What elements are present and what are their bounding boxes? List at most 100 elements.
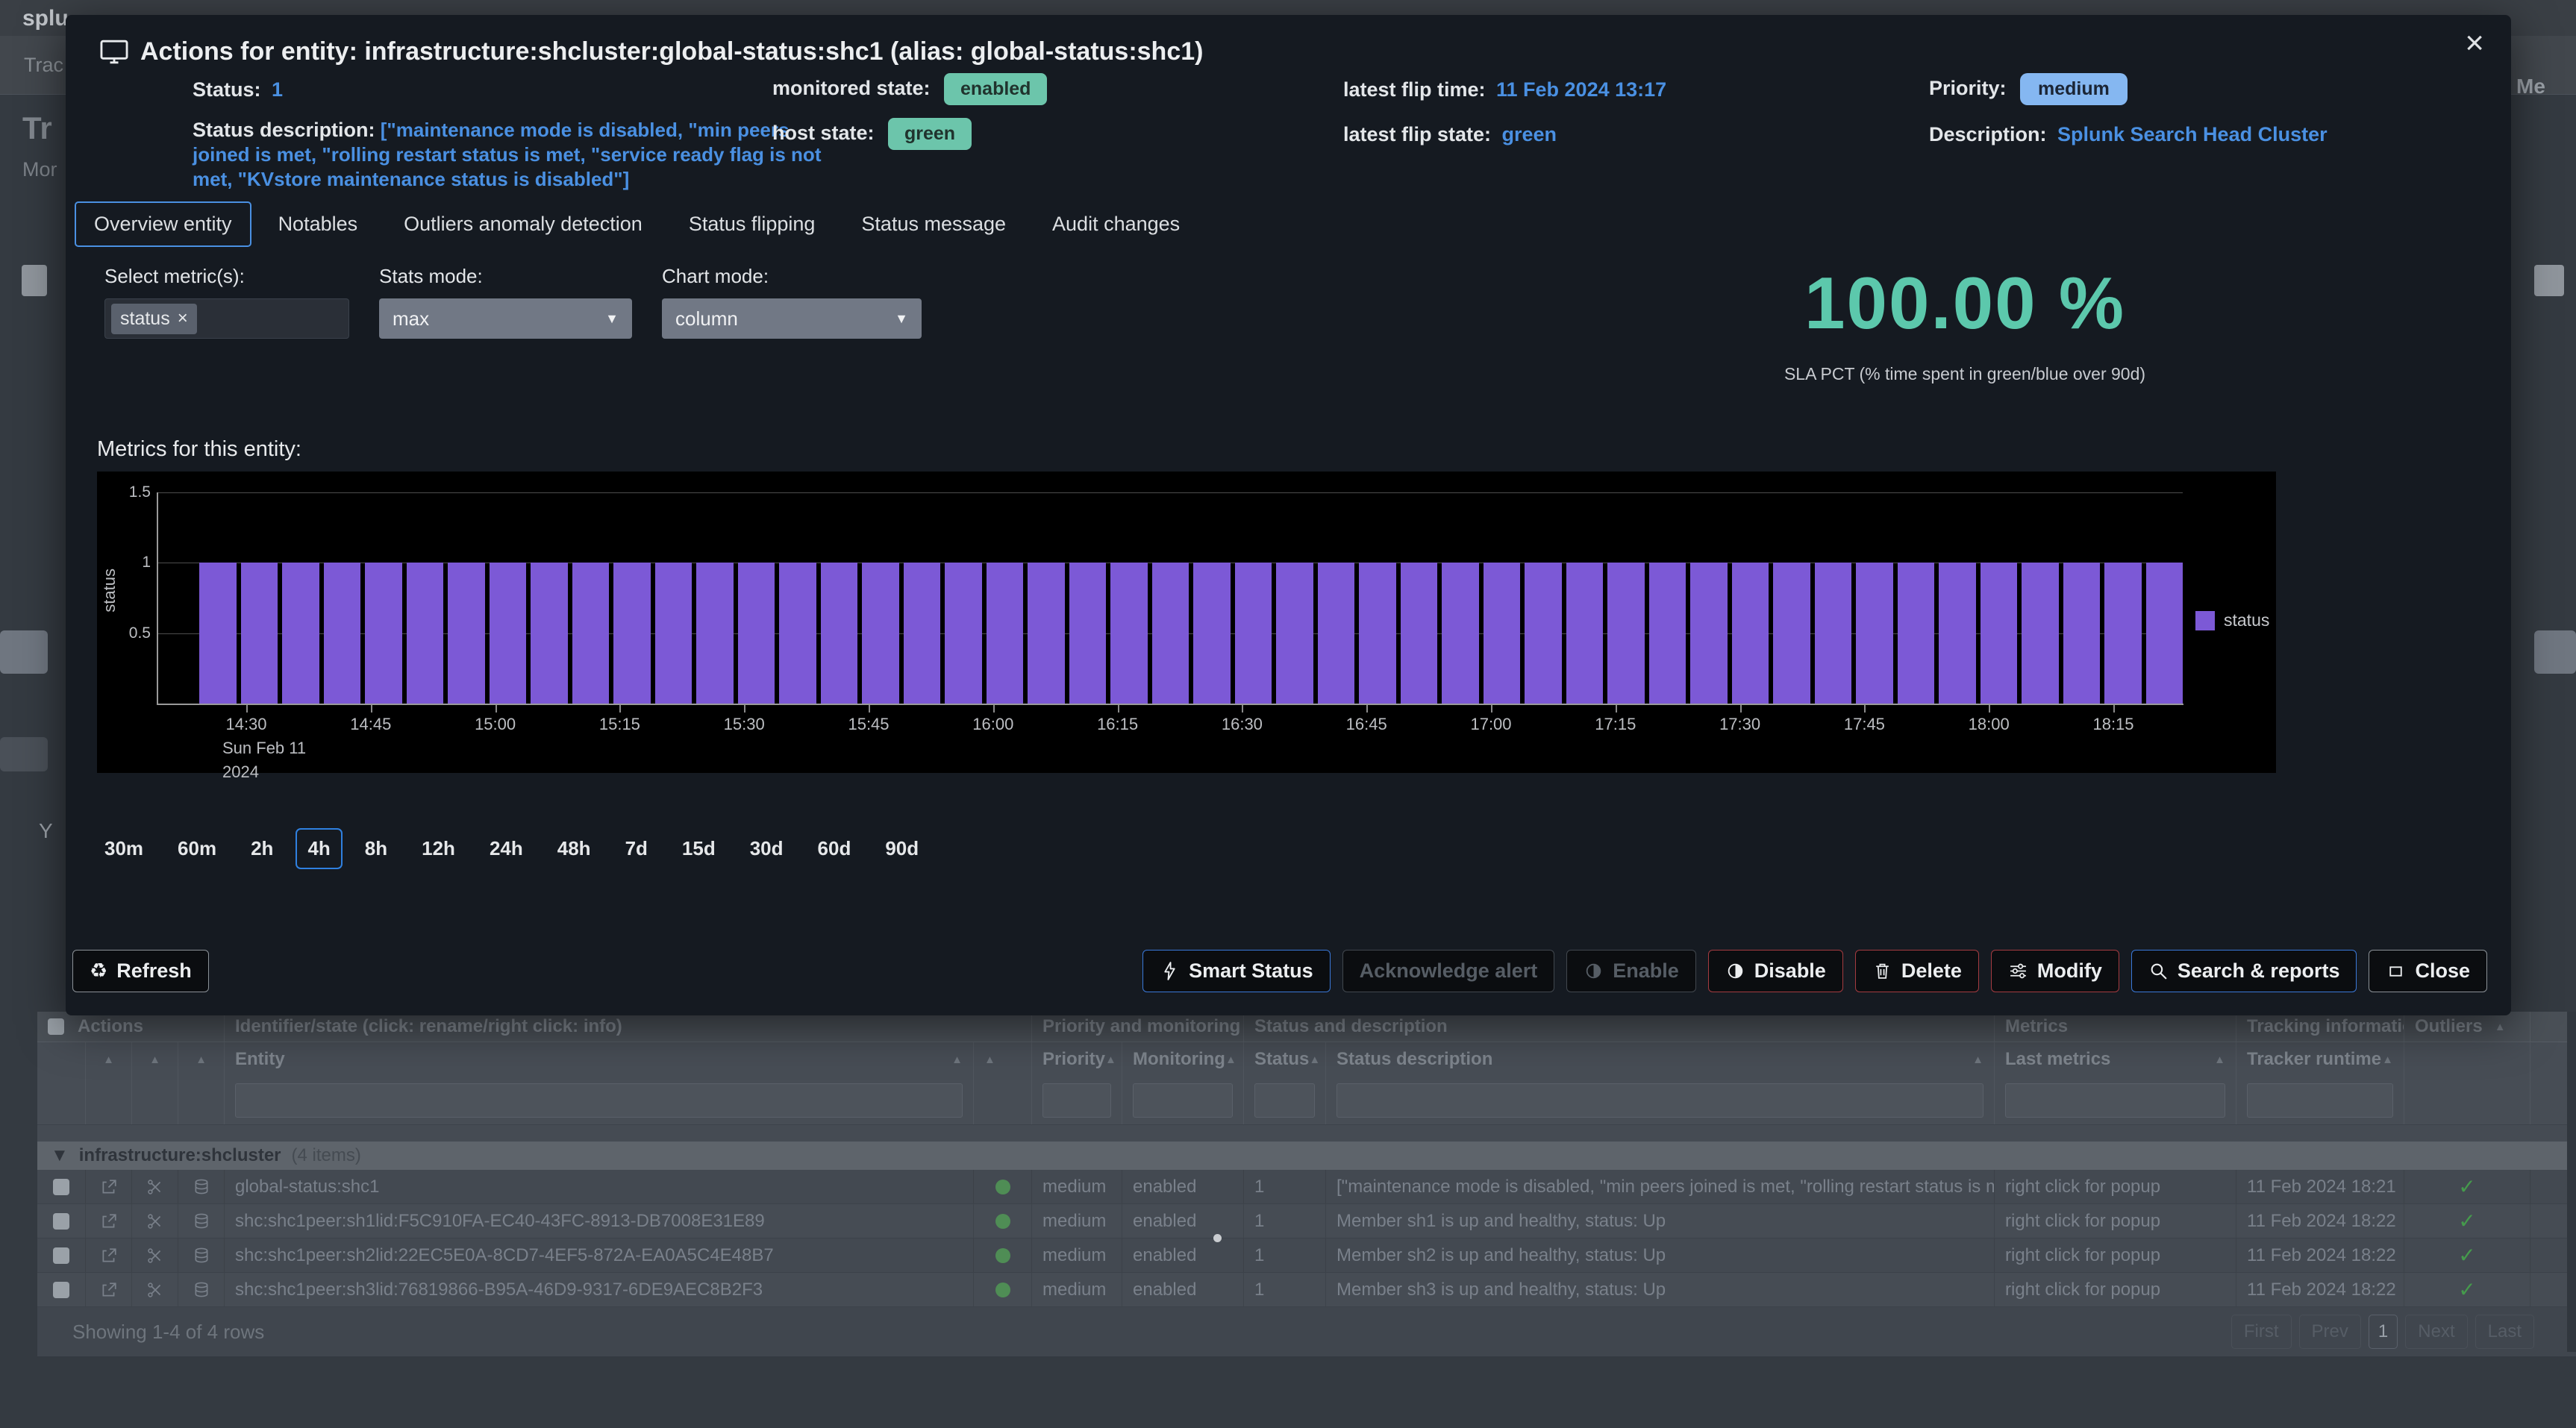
select-all-checkbox[interactable] bbox=[48, 1018, 64, 1035]
bar-35 bbox=[1649, 563, 1686, 704]
table-row[interactable]: shc:shc1peer:sh2lid:22EC5E0A-8CD7-4EF5-8… bbox=[37, 1238, 2576, 1273]
bar-43 bbox=[1981, 563, 2018, 704]
menu-label[interactable]: Me bbox=[2516, 75, 2545, 98]
filter-input-status[interactable] bbox=[1254, 1083, 1315, 1118]
row-entity-cell[interactable]: global-status:shc1 bbox=[225, 1170, 974, 1203]
sort-icon[interactable]: ▲ bbox=[103, 1053, 114, 1066]
status-bar-chart: status status 0.511.514:3014:4515:0015:1… bbox=[97, 472, 2276, 773]
filter-input-status-description[interactable] bbox=[1337, 1083, 1983, 1118]
tools-icon[interactable] bbox=[146, 1178, 164, 1196]
delete-button[interactable]: Delete bbox=[1855, 950, 1979, 992]
disable-button[interactable]: Disable bbox=[1708, 950, 1843, 992]
x-tick-14:45: 14:45 bbox=[334, 715, 408, 734]
nav-item[interactable]: Trac bbox=[24, 54, 63, 77]
tools-icon[interactable] bbox=[146, 1247, 164, 1265]
row-checkbox[interactable] bbox=[53, 1179, 69, 1195]
row-entity-cell[interactable]: shc:shc1peer:sh2lid:22EC5E0A-8CD7-4EF5-8… bbox=[225, 1238, 974, 1272]
search-reports-button[interactable]: Search & reports bbox=[2131, 950, 2357, 992]
row-checkbox[interactable] bbox=[53, 1247, 69, 1264]
tab-status-message[interactable]: Status message bbox=[842, 201, 1025, 247]
external-link-icon[interactable] bbox=[100, 1212, 118, 1230]
filter-input-entity[interactable] bbox=[235, 1083, 963, 1118]
pagination-prev[interactable]: Prev bbox=[2299, 1315, 2361, 1349]
database-icon[interactable] bbox=[193, 1247, 210, 1265]
x-tickmark-15:15 bbox=[619, 705, 621, 713]
external-link-icon[interactable] bbox=[100, 1281, 118, 1299]
time-range-48h[interactable]: 48h bbox=[545, 828, 603, 869]
row-checkbox[interactable] bbox=[53, 1213, 69, 1230]
sort-icon[interactable]: ▲ bbox=[2495, 1021, 2506, 1033]
tab-outliers-anomaly-detection[interactable]: Outliers anomaly detection bbox=[384, 201, 662, 247]
close-button[interactable]: Close bbox=[2369, 950, 2487, 992]
sort-icon[interactable]: ▲ bbox=[2214, 1053, 2225, 1066]
tab-status-flipping[interactable]: Status flipping bbox=[669, 201, 835, 247]
database-icon[interactable] bbox=[193, 1281, 210, 1299]
pagination-1[interactable]: 1 bbox=[2369, 1315, 2398, 1349]
tools-icon[interactable] bbox=[146, 1281, 164, 1299]
table-row[interactable]: shc:shc1peer:sh3lid:76819866-B95A-46D9-9… bbox=[37, 1273, 2576, 1307]
time-range-12h[interactable]: 12h bbox=[410, 828, 467, 869]
sort-icon[interactable]: ▲ bbox=[951, 1053, 963, 1066]
database-icon[interactable] bbox=[193, 1212, 210, 1230]
background-control-right bbox=[2534, 265, 2564, 296]
filter-input-tracker-runtime[interactable] bbox=[2247, 1083, 2393, 1118]
pagination-next[interactable]: Next bbox=[2405, 1315, 2467, 1349]
database-icon[interactable] bbox=[193, 1178, 210, 1196]
pagination-first[interactable]: First bbox=[2231, 1315, 2292, 1349]
row-entity-cell[interactable]: shc:shc1peer:sh3lid:76819866-B95A-46D9-9… bbox=[225, 1273, 974, 1306]
time-range-30d[interactable]: 30d bbox=[738, 828, 795, 869]
time-range-7d[interactable]: 7d bbox=[613, 828, 660, 869]
time-range-15d[interactable]: 15d bbox=[670, 828, 728, 869]
row-last-metrics-cell[interactable]: right click for popup bbox=[1995, 1238, 2236, 1272]
sort-icon[interactable]: ▲ bbox=[1105, 1053, 1116, 1066]
sort-icon[interactable]: ▲ bbox=[2382, 1053, 2393, 1066]
collapse-icon[interactable]: ▼ bbox=[51, 1145, 69, 1166]
time-range-24h[interactable]: 24h bbox=[478, 828, 535, 869]
smart-status-button[interactable]: Smart Status bbox=[1142, 950, 1331, 992]
sort-icon[interactable]: ▲ bbox=[149, 1053, 160, 1066]
external-link-icon[interactable] bbox=[100, 1247, 118, 1265]
acknowledge-alert-button[interactable]: Acknowledge alert bbox=[1342, 950, 1555, 992]
tracker-runtime-value: 11 Feb 2024 18:22 bbox=[2247, 1280, 2396, 1300]
time-range-90d[interactable]: 90d bbox=[873, 828, 931, 869]
row-last-metrics-cell[interactable]: right click for popup bbox=[1995, 1170, 2236, 1203]
sort-icon[interactable]: ▲ bbox=[984, 1053, 995, 1066]
sort-icon[interactable]: ▲ bbox=[1309, 1053, 1320, 1066]
filter-input-monitoring[interactable] bbox=[1133, 1083, 1233, 1118]
table-group-row[interactable]: ▼infrastructure:shcluster(4 items) bbox=[37, 1142, 2576, 1170]
table-row[interactable]: shc:shc1peer:sh1lid:F5C910FA-EC40-43FC-8… bbox=[37, 1204, 2576, 1238]
modify-button[interactable]: Modify bbox=[1991, 950, 2119, 992]
pagination-last[interactable]: Last bbox=[2475, 1315, 2534, 1349]
row-checkbox[interactable] bbox=[53, 1282, 69, 1298]
scrollbar-track[interactable] bbox=[2567, 1012, 2576, 1352]
refresh-button[interactable]: ♻ Refresh bbox=[72, 950, 209, 992]
row-last-metrics-cell[interactable]: right click for popup bbox=[1995, 1273, 2236, 1306]
time-range-4h[interactable]: 4h bbox=[296, 828, 342, 869]
time-range-60d[interactable]: 60d bbox=[806, 828, 863, 869]
tab-overview-entity[interactable]: Overview entity bbox=[75, 201, 251, 247]
sort-icon[interactable]: ▲ bbox=[1972, 1053, 1983, 1066]
tools-icon[interactable] bbox=[146, 1212, 164, 1230]
filter-input-priority[interactable] bbox=[1042, 1083, 1111, 1118]
close-icon[interactable]: × bbox=[2465, 27, 2484, 60]
time-range-30m[interactable]: 30m bbox=[93, 828, 155, 869]
chart-mode-dropdown[interactable]: column ▼ bbox=[662, 298, 922, 339]
carousel-dot[interactable] bbox=[1213, 1234, 1222, 1242]
stats-mode-dropdown[interactable]: max ▼ bbox=[379, 298, 632, 339]
tab-notables[interactable]: Notables bbox=[259, 201, 378, 247]
sort-icon[interactable]: ▲ bbox=[1225, 1053, 1237, 1066]
row-action-cell bbox=[178, 1170, 225, 1203]
row-entity-cell[interactable]: shc:shc1peer:sh1lid:F5C910FA-EC40-43FC-8… bbox=[225, 1204, 974, 1238]
time-range-2h[interactable]: 2h bbox=[239, 828, 285, 869]
time-range-60m[interactable]: 60m bbox=[166, 828, 228, 869]
tab-audit-changes[interactable]: Audit changes bbox=[1033, 201, 1199, 247]
time-range-8h[interactable]: 8h bbox=[353, 828, 399, 869]
row-last-metrics-cell[interactable]: right click for popup bbox=[1995, 1204, 2236, 1238]
enable-button[interactable]: Enable bbox=[1566, 950, 1696, 992]
external-link-icon[interactable] bbox=[100, 1178, 118, 1196]
table-row[interactable]: global-status:shc1mediumenabled1["mainte… bbox=[37, 1170, 2576, 1204]
metrics-input[interactable]: status × bbox=[104, 298, 349, 339]
remove-metric-icon[interactable]: × bbox=[178, 308, 188, 329]
filter-input-last-metrics[interactable] bbox=[2005, 1083, 2225, 1118]
sort-icon[interactable]: ▲ bbox=[196, 1053, 207, 1066]
